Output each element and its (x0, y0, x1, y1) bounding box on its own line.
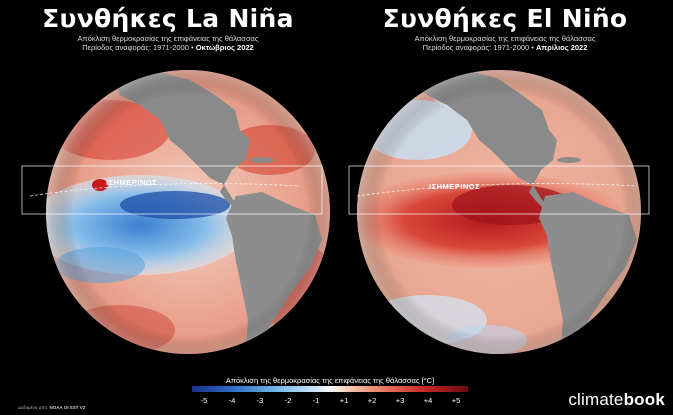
lanina-panel: Συνθήκες La Niña Απόκλιση θερμοκρασίας τ… (0, 0, 336, 368)
legend-tick: +4 (423, 396, 433, 405)
legend-tick: -5 (200, 396, 208, 405)
elnino-panel: Συνθήκες El Niño Απόκλιση θερμοκρασίας τ… (337, 0, 673, 368)
climatebook-logo: climatebook (568, 390, 665, 410)
legend-tick: +5 (451, 396, 461, 405)
elnino-period-month: Απρίλιος 2022 (536, 43, 588, 52)
legend-tick: -2 (284, 396, 292, 405)
elnino-title: Συνθήκες El Niño (382, 4, 628, 33)
lanina-equator-box (21, 165, 323, 215)
elnino-equator-box (348, 165, 650, 215)
lanina-subtitle: Απόκλιση θερμοκρασίας της επιφάνειας της… (77, 34, 259, 43)
legend-tick: -1 (312, 396, 320, 405)
legend-tick: -3 (256, 396, 264, 405)
color-legend: Απόκλιση της θερμοκρασίας της επιφάνειας… (180, 368, 480, 415)
legend-tick: +2 (367, 396, 377, 405)
elnino-equator-line (356, 183, 638, 197)
legend-tick: +1 (339, 396, 349, 405)
elnino-period-prefix: Περίοδος αναφοράς: 1971-2000 • (422, 43, 534, 52)
legend-color-bar (192, 386, 468, 392)
legend-tick: +3 (395, 396, 405, 405)
legend-tick: -4 (228, 396, 236, 405)
brand-plain: climate (568, 390, 624, 409)
data-source-name: NOAA OI SST V2 (49, 405, 86, 410)
elnino-period: Περίοδος αναφοράς: 1971-2000 • Απρίλιος … (337, 43, 673, 52)
elnino-globe-map (348, 70, 650, 354)
lanina-period-month: Οκτώβριος 2022 (195, 43, 254, 52)
lanina-equator-line (29, 183, 301, 197)
lanina-period-prefix: Περίοδος αναφοράς: 1971-2000 • (82, 43, 194, 52)
elnino-equator-label: ΙΣΗΜΕΡΙΝΟΣ (429, 182, 481, 191)
lanina-title: Συνθήκες La Niña (42, 4, 294, 33)
lanina-globe-map (21, 70, 330, 354)
legend-title: Απόκλιση της θερμοκρασίας της επιφάνειας… (225, 376, 435, 385)
brand-bold: book (623, 390, 665, 409)
lanina-equator-label: ΙΣΗΜΕΡΙΝΟΣ (106, 178, 158, 187)
elnino-subtitle: Απόκλιση θερμοκρασίας της επιφάνειας της… (414, 34, 596, 43)
data-source-prefix: Δεδομένα από: (18, 405, 49, 410)
lanina-period: Περίοδος αναφοράς: 1971-2000 • Οκτώβριος… (0, 43, 336, 52)
data-source: Δεδομένα από: NOAA OI SST V2 (18, 405, 85, 410)
